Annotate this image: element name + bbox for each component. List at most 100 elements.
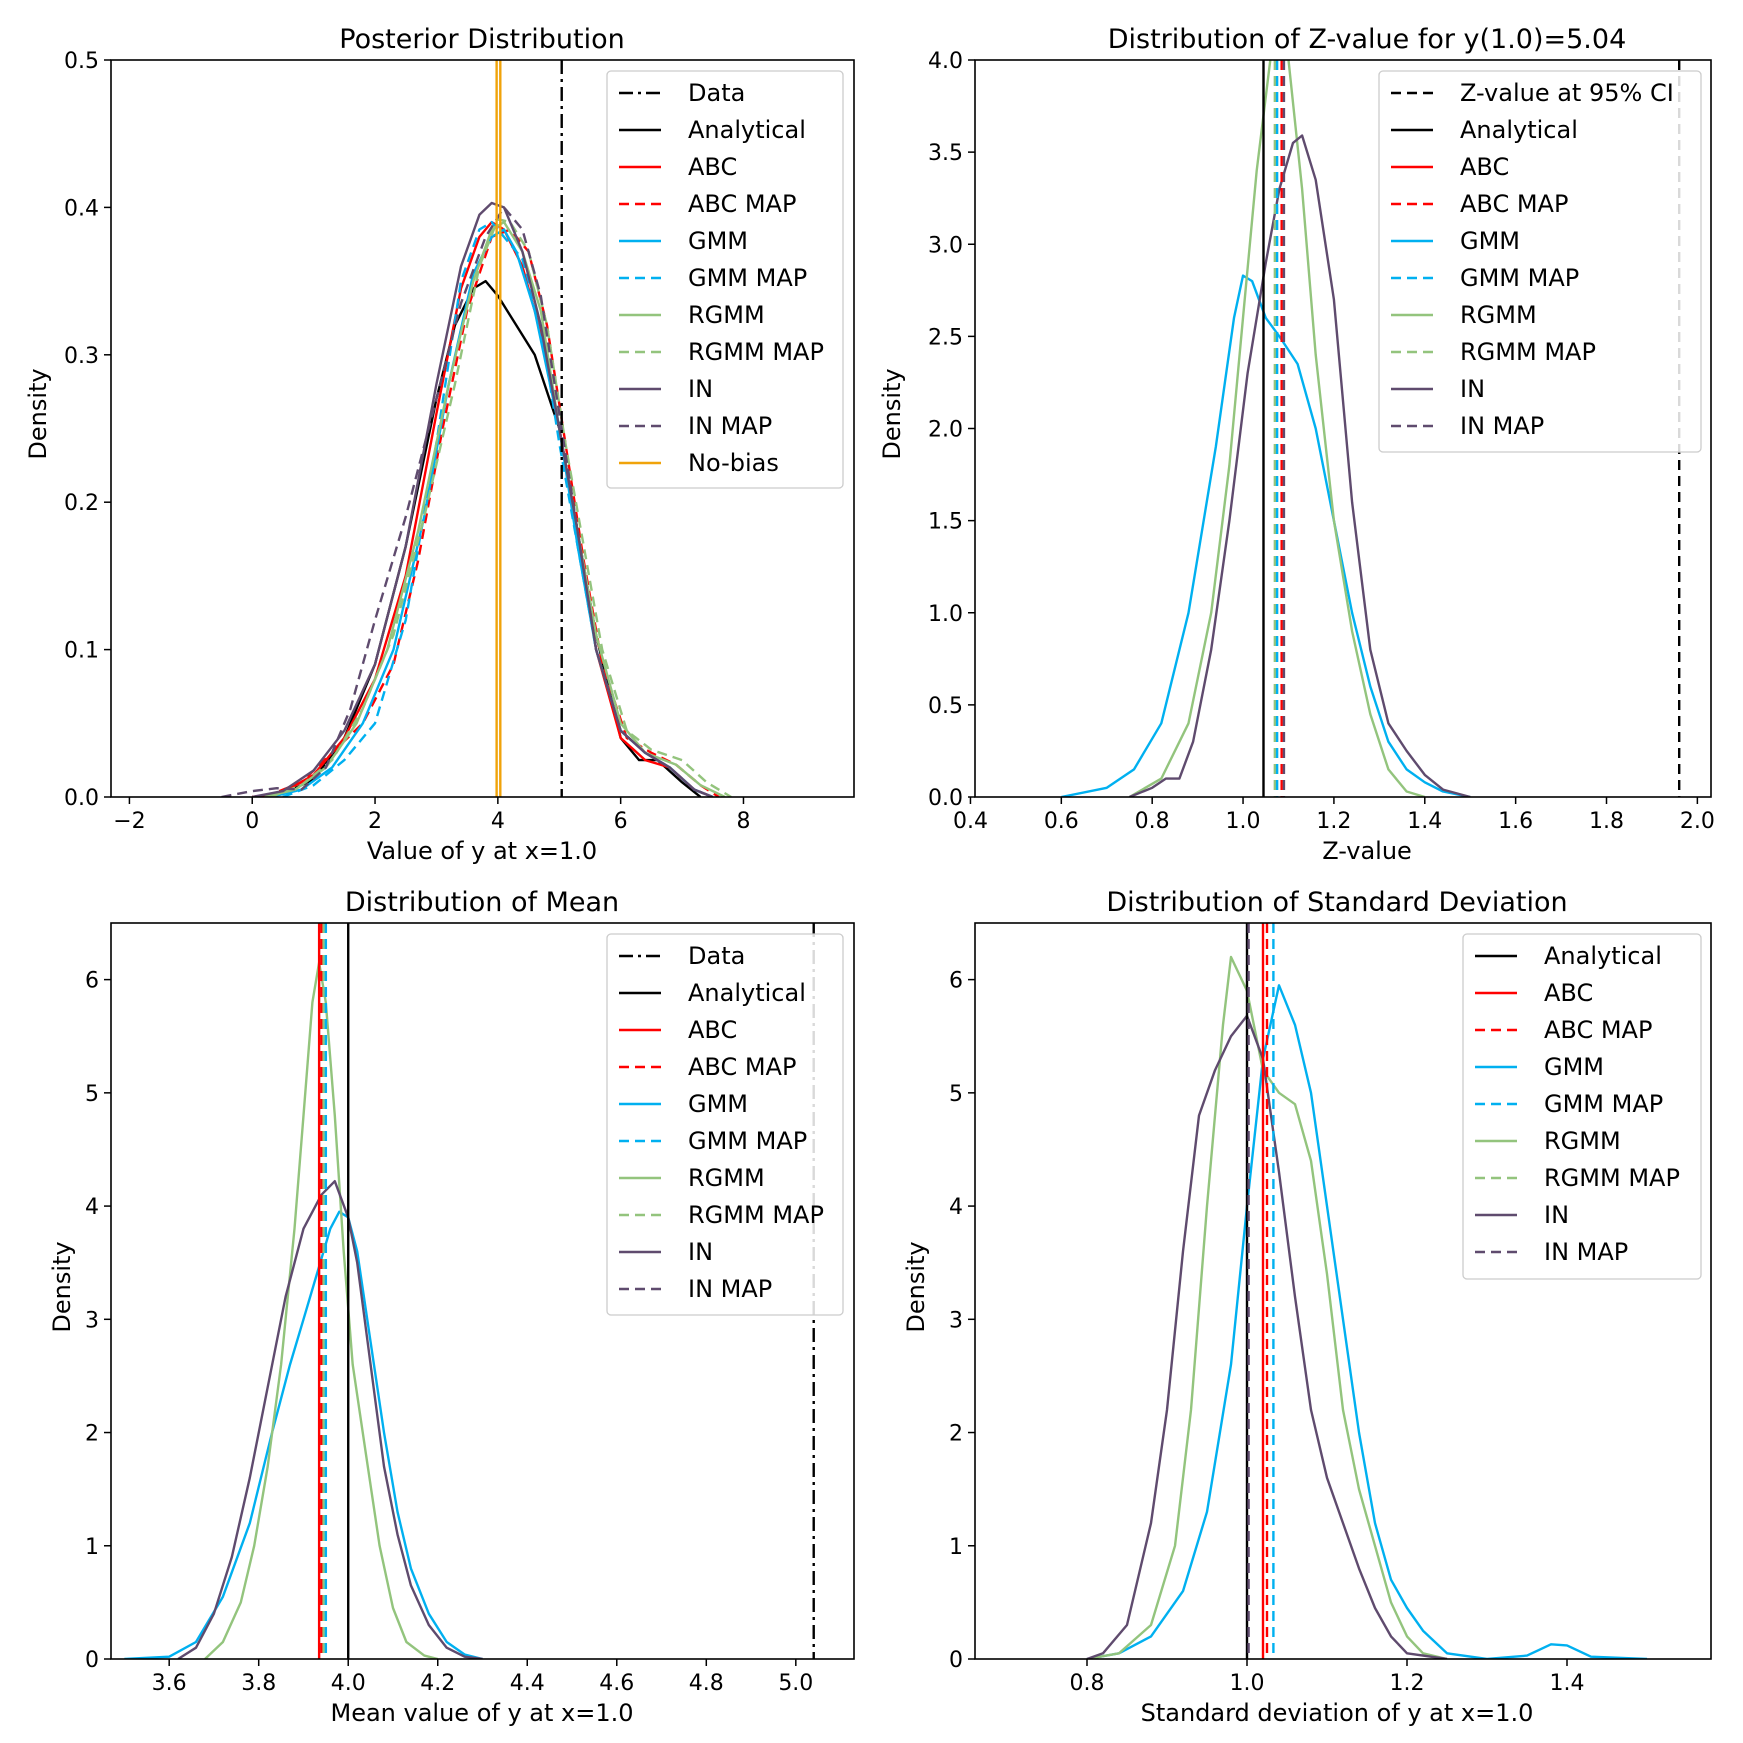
- legend-label: IN MAP: [1544, 1238, 1628, 1266]
- y-tick-label: 4: [85, 1195, 99, 1220]
- y-tick-label: 5: [85, 1082, 99, 1107]
- y-axis-label: Density: [48, 1241, 76, 1332]
- legend-label: Data: [688, 942, 745, 970]
- y-tick-label: 1: [85, 1535, 99, 1560]
- x-tick-label: 1.2: [1390, 1671, 1425, 1696]
- density-curve: [270, 218, 732, 797]
- density-curve: [1061, 274, 1471, 797]
- x-tick-label: 1.2: [1316, 809, 1351, 834]
- x-tick-label: 2.0: [1680, 809, 1715, 834]
- density-curve: [252, 279, 702, 797]
- y-tick-label: 0.5: [64, 49, 99, 74]
- legend-label: Z-value at 95% CI: [1460, 79, 1674, 107]
- y-tick-label: 3: [85, 1308, 99, 1333]
- x-tick-label: 0.6: [1044, 809, 1079, 834]
- legend-label: IN: [688, 375, 713, 403]
- panel-title: Distribution of Z-value for y(1.0)=5.04: [1108, 24, 1627, 55]
- legend-label: RGMM MAP: [1460, 338, 1596, 366]
- legend-label: RGMM MAP: [1544, 1164, 1680, 1192]
- legend-label: GMM: [688, 227, 748, 255]
- x-axis-label: Mean value of y at x=1.0: [330, 1699, 633, 1727]
- axes-frame: [110, 59, 855, 798]
- legend-label: ABC MAP: [1544, 1016, 1652, 1044]
- legend-label: GMM MAP: [688, 1127, 807, 1155]
- legend-box: [606, 933, 844, 1316]
- legend-box: [1462, 933, 1702, 1280]
- density-curve: [1086, 984, 1648, 1659]
- density-curve: [282, 220, 714, 797]
- y-tick-label: 0.0: [64, 786, 99, 811]
- x-tick-label: 3.6: [152, 1671, 187, 1696]
- y-tick-label: 0.2: [64, 491, 99, 516]
- y-tick-label: 5: [949, 1082, 963, 1107]
- legend-label: RGMM MAP: [688, 1201, 824, 1229]
- y-tick-label: 1.5: [928, 510, 963, 535]
- x-tick-label: 1.0: [1226, 809, 1261, 834]
- x-tick-label: 3.8: [241, 1671, 276, 1696]
- x-tick-label: 0: [245, 809, 259, 834]
- x-tick-label: 6: [614, 809, 628, 834]
- density-curve: [1086, 955, 1448, 1659]
- x-axis-label: Standard deviation of y at x=1.0: [1141, 1699, 1534, 1727]
- legend-label: RGMM MAP: [688, 338, 824, 366]
- x-tick-label: 1.6: [1498, 809, 1533, 834]
- x-tick-label: 1.4: [1407, 809, 1442, 834]
- axes-frame: [110, 922, 855, 1660]
- y-tick-label: 3.5: [928, 141, 963, 166]
- panel-standard-deviation-distribution: Distribution of Standard Deviation Stand…: [902, 887, 1712, 1727]
- y-tick-label: 4.0: [928, 49, 963, 74]
- x-tick-label: 4.6: [599, 1671, 634, 1696]
- legend-label: IN MAP: [688, 1275, 772, 1303]
- legend-label: RGMM: [688, 301, 765, 329]
- legend-box: [1378, 70, 1702, 453]
- panel-z-value-distribution: Distribution of Z-value for y(1.0)=5.04 …: [878, 24, 1715, 865]
- panel-title: Posterior Distribution: [339, 24, 624, 55]
- legend-label: IN: [1544, 1201, 1569, 1229]
- x-axis-label: Z-value: [1322, 837, 1412, 865]
- legend-label: ABC: [688, 1016, 737, 1044]
- x-tick-label: 1.8: [1589, 809, 1624, 834]
- y-axis-label: Density: [878, 368, 906, 459]
- x-tick-label: 4.0: [331, 1671, 366, 1696]
- legend-label: ABC MAP: [688, 1053, 796, 1081]
- y-tick-label: 0.3: [64, 344, 99, 369]
- y-tick-label: 1.0: [928, 602, 963, 627]
- x-tick-label: 5.0: [778, 1671, 813, 1696]
- panel-mean-distribution: Distribution of Mean Mean value of y at …: [48, 887, 855, 1727]
- legend-label: IN: [1460, 375, 1485, 403]
- y-tick-label: 3.0: [928, 233, 963, 258]
- x-tick-label: 2: [368, 809, 382, 834]
- y-tick-label: 1: [949, 1535, 963, 1560]
- legend-label: GMM: [688, 1090, 748, 1118]
- y-tick-label: 2.5: [928, 325, 963, 350]
- legend-label: ABC MAP: [688, 190, 796, 218]
- legend-label: GMM: [1544, 1053, 1604, 1081]
- x-tick-label: −2: [113, 809, 145, 834]
- legend-label: RGMM: [1460, 301, 1537, 329]
- legend-label: Analytical: [688, 116, 806, 144]
- x-tick-label: 4.4: [510, 1671, 545, 1696]
- y-tick-label: 0.4: [64, 196, 99, 221]
- legend-label: GMM MAP: [1460, 264, 1579, 292]
- legend-label: RGMM: [1544, 1127, 1621, 1155]
- legend-label: ABC MAP: [1460, 190, 1568, 218]
- legend-label: ABC: [1544, 979, 1593, 1007]
- y-tick-label: 6: [949, 969, 963, 994]
- x-tick-label: 1.0: [1230, 1671, 1265, 1696]
- legend-label: GMM MAP: [1544, 1090, 1663, 1118]
- density-curve: [124, 1210, 483, 1659]
- plot-area: [124, 923, 815, 1659]
- x-tick-label: 4.2: [420, 1671, 455, 1696]
- legend-label: GMM: [1460, 227, 1520, 255]
- density-curve: [1129, 134, 1471, 797]
- legend-label: IN MAP: [1460, 412, 1544, 440]
- density-curve: [204, 961, 438, 1659]
- axes-frame: [974, 922, 1712, 1660]
- legend-box: [606, 70, 844, 489]
- legend-label: IN MAP: [688, 412, 772, 440]
- panel-posterior-distribution: Posterior Distribution Value of y at x=1…: [24, 24, 855, 865]
- legend-label: Analytical: [688, 979, 806, 1007]
- density-curve: [221, 206, 714, 797]
- x-axis-label: Value of y at x=1.0: [367, 837, 597, 865]
